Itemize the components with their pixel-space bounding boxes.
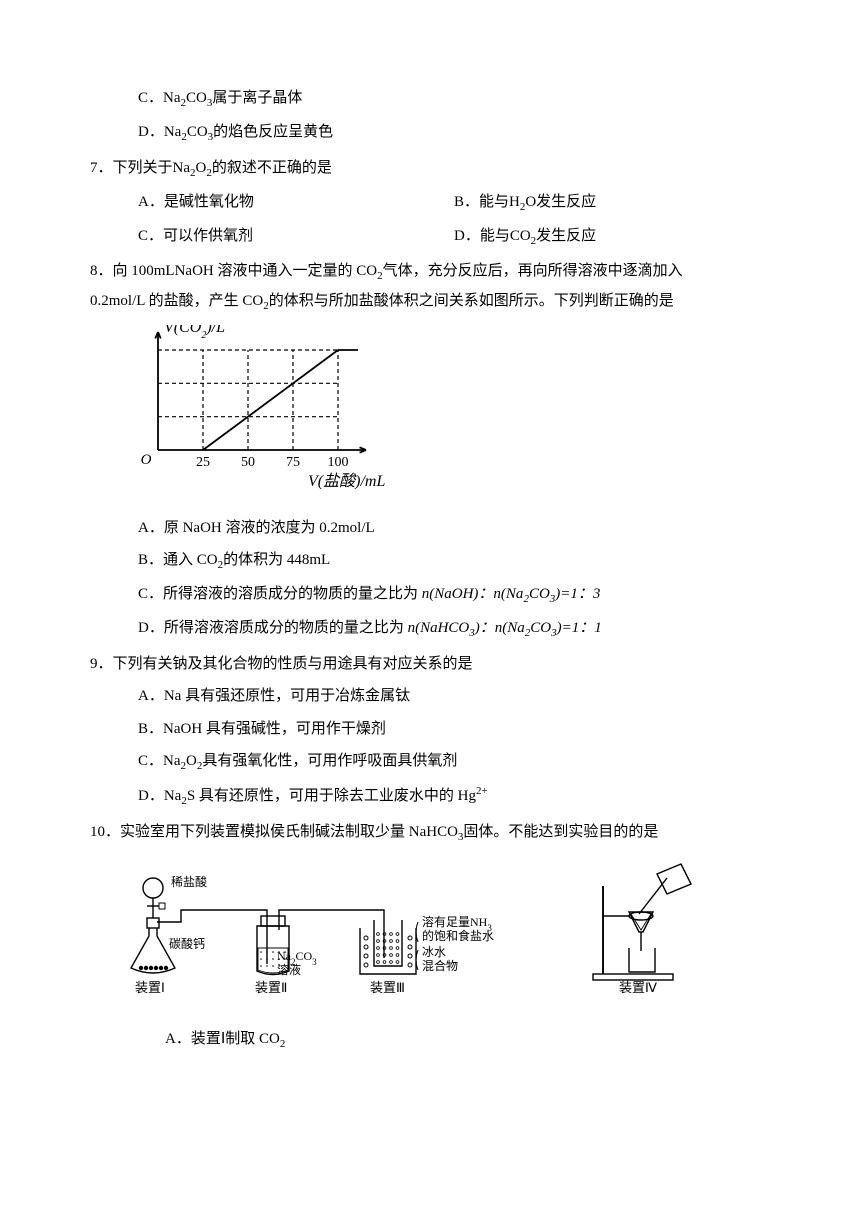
svg-text:稀盐酸: 稀盐酸 <box>171 874 207 889</box>
q9-stem: 9．下列有关钠及其化合物的性质与用途具有对应关系的是 <box>90 650 770 679</box>
q7-opt-c: C．可以作供氧剂 <box>138 222 454 252</box>
svg-text:V(CO2)/L: V(CO2)/L <box>164 325 225 341</box>
q7-row-ab: A．是碱性氧化物 B．能与H2O发生反应 <box>90 188 770 218</box>
q8-stem-1: 8．向 100mLNaOH 溶液中通入一定量的 CO2气体，充分反应后，再向所得… <box>90 257 770 287</box>
svg-text:溶液: 溶液 <box>277 962 301 977</box>
svg-text:装置Ⅰ: 装置Ⅰ <box>135 980 165 995</box>
svg-text:25: 25 <box>196 455 210 470</box>
q7-row-cd: C．可以作供氧剂 D．能与CO2发生反应 <box>90 222 770 252</box>
svg-text:装置Ⅳ: 装置Ⅳ <box>619 980 657 995</box>
svg-text:50: 50 <box>241 455 255 470</box>
q9-opt-d: D．Na2S 具有还原性，可用于除去工业废水中的 Hg2+ <box>90 781 770 812</box>
q10-devices: 稀盐酸碳酸钙装置ⅠNa2CO3溶液装置Ⅱ溶有足量NH3的饱和食盐水冰水混合物装置… <box>113 856 771 1017</box>
q9-opt-a: A．Na 具有强还原性，可用于冶炼金属钛 <box>90 682 770 711</box>
q7-opt-b: B．能与H2O发生反应 <box>454 188 770 218</box>
svg-text:装置Ⅱ: 装置Ⅱ <box>255 980 287 995</box>
svg-text:装置Ⅲ: 装置Ⅲ <box>370 980 405 995</box>
q7-opt-d: D．能与CO2发生反应 <box>454 222 770 252</box>
q10-opt-a: A．装置Ⅰ制取 CO2 <box>90 1025 770 1055</box>
q10-stem: 10．实验室用下列装置模拟侯氏制碱法制取少量 NaHCO3固体。不能达到实验目的… <box>90 818 770 848</box>
q8-opt-c: C．所得溶液的溶质成分的物质的量之比为 n(NaOH)：n(Na2CO3)=1：… <box>90 580 770 610</box>
svg-text:O: O <box>140 452 151 468</box>
q8-opt-d: D．所得溶液溶质成分的物质的量之比为 n(NaHCO3)：n(Na2CO3)=1… <box>90 614 770 644</box>
svg-text:的饱和食盐水: 的饱和食盐水 <box>422 928 494 943</box>
q8-graph: 25 50 75 100 V(CO2)/L O V(盐酸)/mL <box>128 325 771 506</box>
q7-stem: 7．下列关于Na2O2的叙述不正确的是 <box>90 154 770 184</box>
q8-stem-2: 0.2mol/L 的盐酸，产生 CO2的体积与所加盐酸体积之间关系如图所示。下列… <box>90 287 770 317</box>
svg-text:100: 100 <box>327 455 348 470</box>
q8-opt-b: B．通入 CO2的体积为 448mL <box>90 546 770 576</box>
q8-opt-a: A．原 NaOH 溶液的浓度为 0.2mol/L <box>90 514 770 543</box>
q9-opt-b: B．NaOH 具有强碱性，可用作干燥剂 <box>90 715 770 744</box>
svg-text:冰水: 冰水 <box>422 945 446 959</box>
svg-text:V(盐酸)/mL: V(盐酸)/mL <box>308 472 385 490</box>
q9-opt-c: C．Na2O2具有强氧化性，可用作呼吸面具供氧剂 <box>90 747 770 777</box>
svg-text:混合物: 混合物 <box>422 958 458 973</box>
q7-opt-a: A．是碱性氧化物 <box>138 188 454 218</box>
q6-opt-c: C．Na2CO3属于离子晶体 <box>90 84 770 114</box>
svg-text:75: 75 <box>286 455 300 470</box>
q6-opt-d: D．Na2CO3的焰色反应呈黄色 <box>90 118 770 148</box>
svg-text:碳酸钙: 碳酸钙 <box>169 936 205 951</box>
